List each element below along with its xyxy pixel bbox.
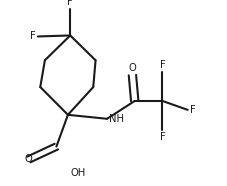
Text: F: F — [30, 31, 35, 41]
Text: F: F — [159, 132, 165, 142]
Text: OH: OH — [70, 168, 85, 178]
Text: NH: NH — [109, 114, 124, 124]
Text: O: O — [128, 63, 136, 73]
Text: F: F — [67, 0, 73, 7]
Text: F: F — [189, 105, 195, 115]
Text: F: F — [159, 60, 165, 70]
Text: O: O — [25, 154, 32, 164]
